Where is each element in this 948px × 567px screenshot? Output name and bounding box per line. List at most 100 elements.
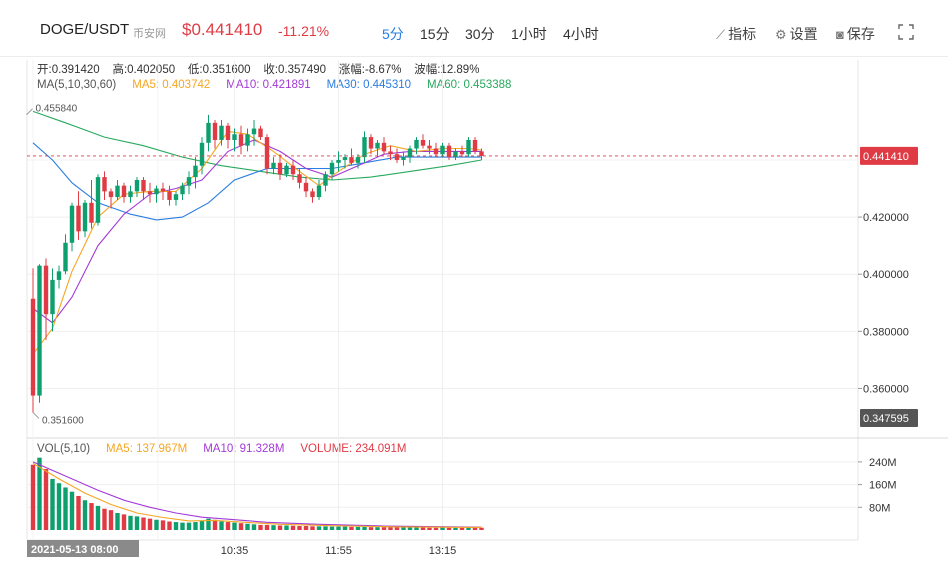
candle-body <box>121 185 127 198</box>
tab-1hour[interactable]: 1小时 <box>511 26 547 42</box>
candle-body <box>154 188 159 195</box>
time-label-highlight <box>27 540 139 557</box>
price-tick-label: 0.360000 <box>863 383 909 395</box>
volume-bar <box>323 526 328 530</box>
price-tick-label: 0.420000 <box>863 212 909 224</box>
volume-bar <box>50 478 55 530</box>
save-button[interactable]: ◙ 保存 <box>836 24 875 44</box>
candle-body <box>186 177 192 186</box>
last-price: $0.441410 <box>182 20 263 39</box>
candle-body <box>199 142 205 166</box>
candle-body <box>63 242 68 272</box>
candle-body <box>290 165 296 175</box>
candle-body <box>147 191 153 195</box>
amplitude-value: 波幅:12.89% <box>414 64 480 76</box>
volume-tick-label: 80M <box>869 502 890 514</box>
volume-bar <box>108 510 114 530</box>
settings-button[interactable]: ⚙ 设置 <box>775 24 818 44</box>
tab-30min[interactable]: 30分 <box>465 26 495 42</box>
fullscreen-button[interactable] <box>898 24 914 43</box>
candle-body <box>342 157 348 160</box>
volume-bar <box>316 526 322 530</box>
price-tick-label: 0.400000 <box>863 269 909 281</box>
candle-body <box>479 151 484 156</box>
volume-bar <box>310 526 315 530</box>
candle-body <box>368 137 374 149</box>
volume-bar <box>160 520 166 530</box>
candle-body <box>401 157 406 160</box>
volume-bar <box>277 525 283 530</box>
candle-body <box>89 202 94 223</box>
open-value: 开:0.391420 <box>37 64 100 76</box>
volume-bar <box>381 527 387 530</box>
volume-bar <box>128 515 133 530</box>
volume-bar <box>56 483 62 530</box>
volume-bar <box>206 518 211 530</box>
volume-bar <box>251 524 257 530</box>
volume-tick-label: 160M <box>869 480 897 492</box>
candle-body <box>310 191 315 198</box>
volume-ma10-line <box>32 461 482 528</box>
vol-ma5-value: MA5: 137.967M <box>106 443 188 455</box>
candle-body <box>167 191 172 200</box>
candle-body <box>323 174 328 186</box>
ma10-line <box>32 139 482 324</box>
max-annotation-label: 0.455840 <box>36 104 78 115</box>
low-price-tag <box>860 409 918 427</box>
candle-body <box>362 137 367 158</box>
volume-bar <box>303 526 309 530</box>
candle-body <box>303 182 309 192</box>
candle-body <box>258 128 263 138</box>
candle-body <box>453 151 458 158</box>
indicator-button[interactable]: ⟋ 指标 <box>716 24 756 44</box>
candle-body <box>271 162 276 169</box>
volume-bar <box>102 508 107 530</box>
volume-bars <box>30 457 484 530</box>
volume-bar <box>453 527 458 530</box>
volume-bar <box>180 522 185 530</box>
volume-bar <box>43 469 49 530</box>
fullscreen-icon <box>898 24 914 40</box>
tab-15min[interactable]: 15分 <box>420 26 450 42</box>
candle-body <box>225 125 231 140</box>
volume-bar <box>37 457 42 530</box>
volume-bar <box>264 524 270 530</box>
volume-bar <box>375 527 380 530</box>
candle-body <box>82 202 88 232</box>
ma60-value: MA60: 0.453388 <box>427 79 512 91</box>
price-tick-label: 0.380000 <box>863 326 909 338</box>
candle-body <box>206 122 211 143</box>
volume-bar <box>232 522 237 530</box>
volume-bar <box>388 527 393 530</box>
volume-bar <box>420 527 426 530</box>
volume-bar <box>479 527 484 530</box>
candle-body <box>134 179 140 192</box>
tab-4hour[interactable]: 4小时 <box>563 26 599 42</box>
tab-5min[interactable]: 5分 <box>382 26 404 42</box>
price-change: -11.21% <box>278 23 330 39</box>
volume-bar <box>433 527 439 530</box>
volume-bar <box>245 523 250 530</box>
candle-body <box>69 205 75 243</box>
volume-bar <box>212 519 218 530</box>
settings-icon: ⚙ <box>775 27 787 42</box>
indicator-label: 指标 <box>728 26 757 42</box>
volume-bar <box>466 527 471 530</box>
candle-body <box>76 205 81 232</box>
candle-body <box>407 148 413 158</box>
candle-body <box>43 265 49 315</box>
volume-bar <box>394 527 400 530</box>
candle-body <box>355 157 361 163</box>
volume-bar <box>167 521 172 530</box>
candle-body <box>336 159 341 163</box>
candle-body <box>160 188 166 192</box>
volume-bar <box>63 487 68 530</box>
volume-bar <box>95 505 101 530</box>
volume-bar <box>297 526 302 530</box>
volume-bar <box>271 525 276 530</box>
volume-bar <box>284 525 289 530</box>
moving-average-lines <box>32 110 482 355</box>
candle-body <box>219 125 224 140</box>
volume-bar <box>147 518 153 530</box>
